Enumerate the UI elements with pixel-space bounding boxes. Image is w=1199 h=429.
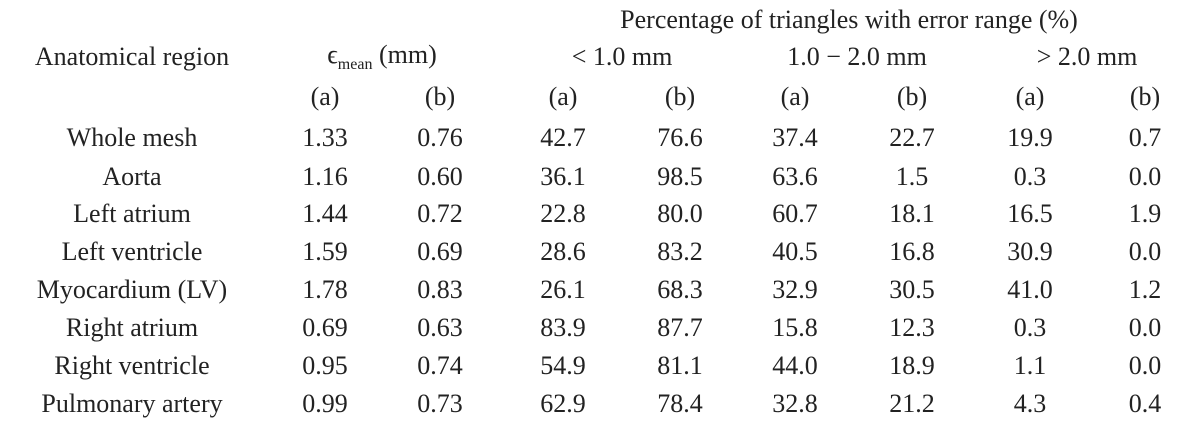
cell-value: 21.2: [889, 389, 935, 418]
cell-value: 0.3: [1013, 162, 1047, 191]
cell-value: 1.78: [302, 275, 348, 304]
cell-value: 30.5: [889, 275, 935, 304]
cell-value: 32.9: [772, 275, 818, 304]
cell-value: 44.0: [772, 351, 818, 380]
cell-value: 78.4: [657, 389, 703, 418]
cell-value: 54.9: [540, 351, 586, 380]
cell-value: 1.1: [1013, 351, 1047, 380]
cell-value: 1.5: [895, 162, 929, 191]
cell-value: 0.0: [1128, 351, 1162, 380]
region-name: Pulmonary artery: [41, 389, 223, 418]
cell-value: 30.9: [1007, 237, 1053, 266]
cell-value: 16.8: [889, 237, 935, 266]
cell-value: 1.59: [302, 237, 348, 266]
cell-value: 87.7: [657, 313, 703, 342]
error-unit: (mm): [378, 40, 437, 69]
cell-value: 42.7: [540, 123, 586, 152]
cell-value: 1.16: [302, 162, 348, 191]
sub-header: (b): [664, 82, 696, 111]
group-header: < 1.0 mm: [571, 42, 673, 71]
cell-value: 4.3: [1013, 389, 1047, 418]
cell-value: 83.2: [657, 237, 703, 266]
region-name: Myocardium (LV): [36, 275, 228, 304]
cell-value: 0.83: [417, 275, 463, 304]
cell-value: 60.7: [772, 199, 818, 228]
cell-value: 37.4: [772, 123, 818, 152]
cell-value: 15.8: [772, 313, 818, 342]
cell-value: 0.73: [417, 389, 463, 418]
cell-value: 1.33: [302, 123, 348, 152]
cell-value: 68.3: [657, 275, 703, 304]
cell-value: 12.3: [889, 313, 935, 342]
cell-value: 0.63: [417, 313, 463, 342]
cell-value: 81.1: [657, 351, 703, 380]
region-header: Anatomical region: [34, 42, 230, 71]
cell-value: 18.1: [889, 199, 935, 228]
cell-value: 22.8: [540, 199, 586, 228]
cell-value: 0.60: [417, 162, 463, 191]
cell-value: 40.5: [772, 237, 818, 266]
region-name: Left ventricle: [61, 237, 203, 266]
cell-value: 0.76: [417, 123, 463, 152]
cell-value: 0.0: [1128, 162, 1162, 191]
region-name: Right ventricle: [54, 351, 210, 380]
cell-value: 0.69: [302, 313, 348, 342]
sub-header: (a): [310, 82, 340, 111]
sub-header: (b): [896, 82, 928, 111]
cell-value: 22.7: [889, 123, 935, 152]
error-symbol: ϵ: [327, 40, 338, 69]
cell-value: 16.5: [1007, 199, 1053, 228]
group-header: 1.0 − 2.0 mm: [787, 42, 927, 71]
cell-value: 0.69: [417, 237, 463, 266]
cell-value: 1.44: [302, 199, 348, 228]
sub-header: (a): [548, 82, 578, 111]
cell-value: 76.6: [657, 123, 703, 152]
cell-value: 0.0: [1128, 313, 1162, 342]
cell-value: 26.1: [540, 275, 586, 304]
cell-value: 0.4: [1128, 389, 1162, 418]
cell-value: 19.9: [1007, 123, 1053, 152]
cell-value: 0.99: [302, 389, 348, 418]
cell-value: 28.6: [540, 237, 586, 266]
error-subscript: mean: [337, 56, 373, 73]
error-header: ϵmean (mm): [327, 40, 436, 74]
cell-value: 80.0: [657, 199, 703, 228]
sub-header: (a): [780, 82, 810, 111]
cell-value: 32.8: [772, 389, 818, 418]
cell-value: 0.74: [417, 351, 463, 380]
cell-value: 0.95: [302, 351, 348, 380]
region-name: Whole mesh: [66, 123, 198, 152]
cell-value: 1.2: [1128, 275, 1162, 304]
cell-value: 36.1: [540, 162, 586, 191]
cell-value: 0.7: [1128, 123, 1162, 152]
sub-header: (a): [1015, 82, 1045, 111]
cell-value: 62.9: [540, 389, 586, 418]
region-name: Aorta: [102, 162, 162, 191]
group-header: > 2.0 mm: [1036, 42, 1138, 71]
cell-value: 0.72: [417, 199, 463, 228]
cell-value: 1.9: [1128, 199, 1162, 228]
sub-header: (b): [1129, 82, 1161, 111]
cell-value: 83.9: [540, 313, 586, 342]
table-title: Percentage of triangles with error range…: [620, 5, 1078, 34]
cell-value: 98.5: [657, 162, 703, 191]
cell-value: 0.3: [1013, 313, 1047, 342]
cell-value: 63.6: [772, 162, 818, 191]
region-name: Right atrium: [65, 313, 199, 342]
cell-value: 0.0: [1128, 237, 1162, 266]
region-name: Left atrium: [73, 199, 191, 228]
sub-header: (b): [424, 82, 456, 111]
cell-value: 41.0: [1007, 275, 1053, 304]
cell-value: 18.9: [889, 351, 935, 380]
